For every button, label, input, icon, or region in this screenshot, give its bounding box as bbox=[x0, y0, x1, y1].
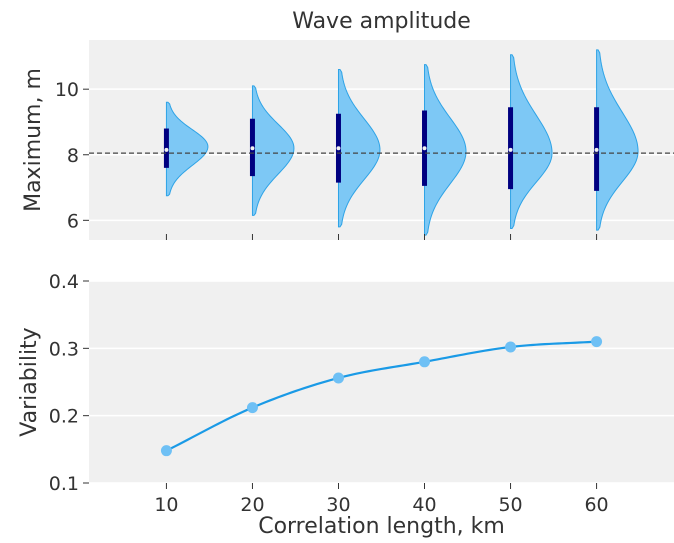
x-axis-label: Correlation length, km bbox=[258, 514, 505, 539]
variability-line bbox=[165, 340, 597, 452]
violin-median-10 bbox=[164, 147, 169, 152]
x-tick-label: 50 bbox=[498, 494, 522, 516]
data-point-50 bbox=[505, 341, 517, 353]
y-tick-label: 6 bbox=[67, 210, 79, 232]
line-gridlines bbox=[89, 280, 674, 484]
line-panel: 0.1 0.2 0.3 0.4 10 20 30 40 50 60 Correlation le… bbox=[17, 271, 674, 539]
y-tick-label: 0.2 bbox=[49, 406, 79, 428]
violin-30 bbox=[337, 69, 381, 228]
violin-40 bbox=[424, 64, 467, 236]
violins bbox=[163, 49, 639, 236]
y-tick-label: 0.4 bbox=[49, 271, 79, 293]
variability-points bbox=[160, 336, 603, 457]
line-y-ticks: 0.1 0.2 0.3 0.4 bbox=[49, 271, 89, 495]
y-tick-label: 10 bbox=[55, 79, 79, 101]
violin-y-axis-label: Maximum, m bbox=[21, 68, 46, 212]
chart-title: Wave amplitude bbox=[292, 9, 471, 34]
violin-y-ticks: 6 8 10 bbox=[55, 79, 89, 232]
line-y-axis-label: Variability bbox=[17, 327, 42, 436]
violin-median-30 bbox=[336, 146, 341, 151]
x-tick-label: 60 bbox=[584, 494, 608, 516]
violin-median-60 bbox=[594, 147, 599, 152]
violin-60 bbox=[596, 49, 639, 231]
x-tick-label: 30 bbox=[326, 494, 350, 516]
y-tick-label: 8 bbox=[67, 145, 79, 167]
violin-median-40 bbox=[422, 146, 427, 151]
violin-20 bbox=[251, 85, 295, 216]
data-point-30 bbox=[332, 372, 344, 384]
data-point-60 bbox=[591, 336, 603, 348]
data-point-20 bbox=[246, 402, 258, 414]
y-tick-label: 0.1 bbox=[49, 473, 79, 495]
x-tick-label: 20 bbox=[240, 494, 264, 516]
violin-50 bbox=[510, 54, 553, 230]
violin-10 bbox=[165, 101, 209, 197]
x-tick-label: 40 bbox=[412, 494, 436, 516]
line-plot-area bbox=[89, 281, 674, 483]
violin-panel: 6 8 10 Wave amplitude Maximum, m bbox=[21, 9, 674, 240]
data-point-10 bbox=[160, 445, 172, 457]
y-tick-label: 0.3 bbox=[49, 338, 79, 360]
line-x-ticks: 10 20 30 40 50 60 bbox=[154, 483, 609, 516]
violin-median-50 bbox=[508, 147, 513, 152]
data-point-40 bbox=[419, 356, 431, 368]
violin-median-20 bbox=[250, 146, 255, 151]
violin-x-ticks bbox=[165, 234, 598, 240]
x-tick-label: 10 bbox=[154, 494, 178, 516]
